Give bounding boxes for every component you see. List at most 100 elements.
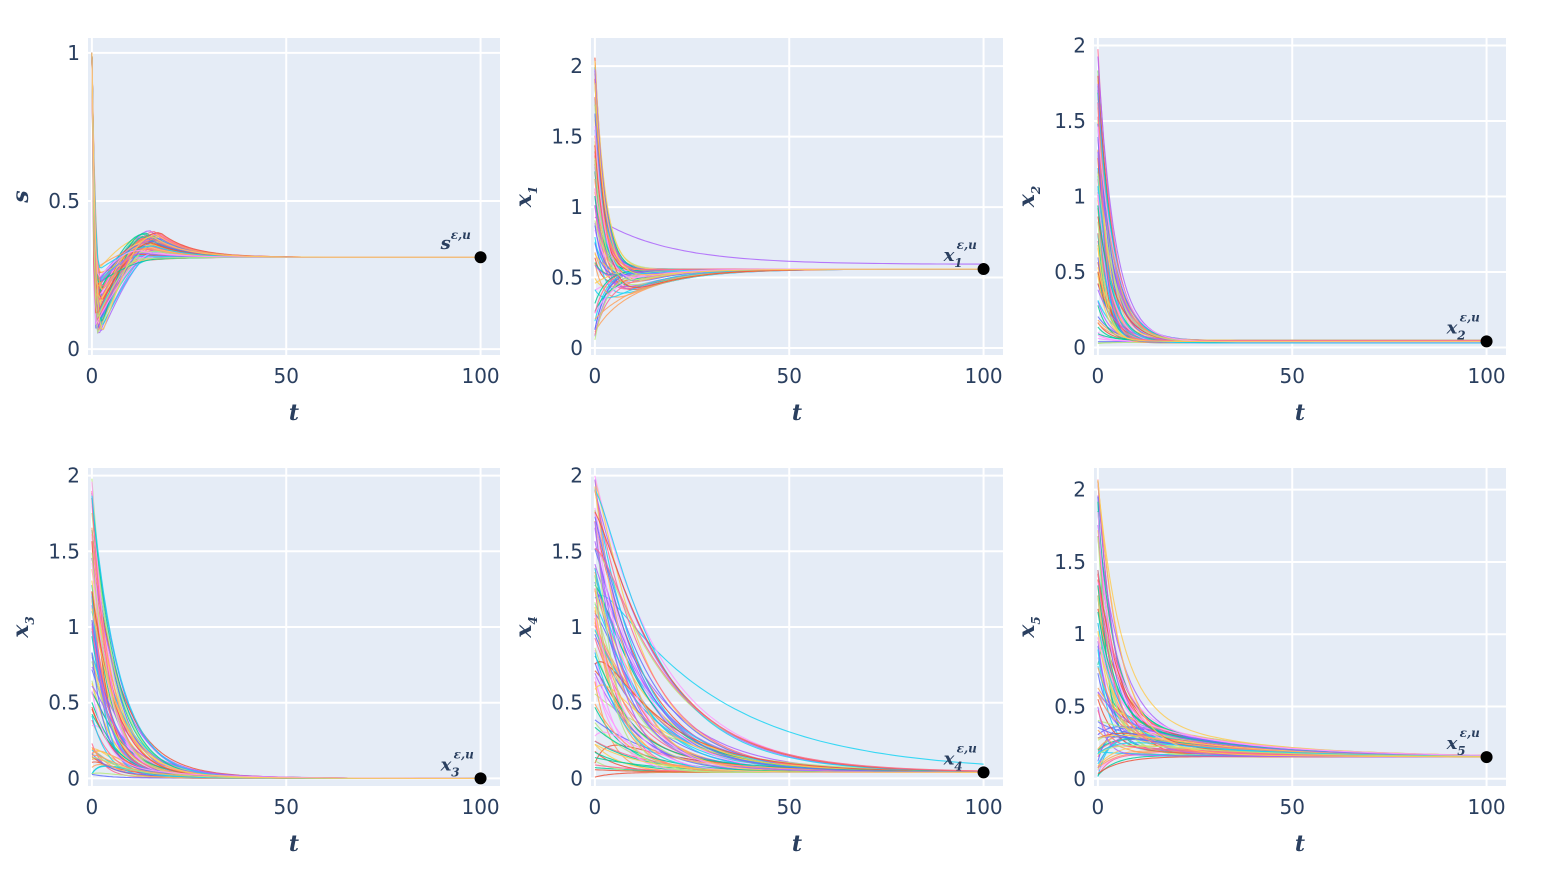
x-tick-label: 100 [461,364,499,388]
y-tick-label: 1.5 [1054,550,1086,574]
x-tick-label: 100 [964,795,1002,819]
series-group [91,478,481,779]
x-axis-title: t [1295,831,1305,857]
y-tick-label: 0 [1073,767,1086,791]
x-tick-label: 0 [1092,364,1105,388]
y-tick-label: 0 [570,336,583,360]
end-point-annotation: x4ε,u [943,741,978,773]
subplot-4: x3ε,u 0 50 100 0 0.5 1 1.5 2 t x3 [8,464,500,857]
end-point-annotation: sε,u [440,228,472,254]
end-point-marker [977,766,990,779]
series-line [594,516,984,773]
x-tick-label: 0 [589,795,602,819]
y-tick-label: 1.5 [48,539,80,563]
x-tick-label: 50 [273,364,298,388]
y-tick-label: 2 [1073,478,1086,502]
end-point-annotation: x2ε,u [1446,310,1481,342]
y-tick-label: 1.5 [551,539,583,563]
subplot-6: x5ε,u 0 50 100 0 0.5 1 1.5 2 t x5 [1014,468,1506,857]
x-tick-label: 50 [1279,795,1304,819]
series-line [1097,244,1487,342]
y-tick-label: 2 [570,54,583,78]
series-line [594,661,984,773]
x-axis-title: t [1295,400,1305,426]
y-tick-label: 1 [570,615,583,639]
end-point-marker [977,263,990,276]
series-group [594,475,984,778]
y-axis-title: x2 [1014,186,1043,208]
x-tick-label: 50 [273,795,298,819]
x-tick-label: 100 [1467,364,1505,388]
series-line [1097,744,1487,757]
end-point-marker [474,772,487,785]
series-line [594,216,984,265]
y-tick-label: 0.5 [551,266,583,290]
y-tick-label: 2 [1073,34,1086,58]
end-point-marker [474,251,487,264]
y-tick-label: 1 [570,195,583,219]
series-line [594,489,984,772]
y-axis-title: x1 [511,186,540,208]
y-tick-label: 1 [67,41,80,65]
x-tick-label: 50 [776,364,801,388]
y-tick-label: 1 [1073,185,1086,209]
series-group [1097,479,1487,777]
series-group [1097,49,1487,345]
y-tick-label: 1.5 [551,125,583,149]
y-axis-title: x3 [8,616,37,638]
series-line [1097,691,1487,757]
x-tick-label: 50 [1279,364,1304,388]
series-line [91,52,481,331]
x-tick-label: 50 [776,795,801,819]
series-line [594,594,984,765]
x-tick-label: 0 [86,364,99,388]
y-tick-label: 0 [1073,335,1086,359]
y-tick-label: 0.5 [48,691,80,715]
plot-area [88,38,500,355]
x-axis-title: t [289,831,299,857]
end-point-annotation: x5ε,u [1446,726,1481,758]
end-point-marker [1480,335,1493,348]
series-line [1097,480,1487,758]
subplot-2: x1ε,u 0 50 100 0 0.5 1 1.5 2 t x1 [511,38,1003,426]
y-tick-label: 0.5 [551,691,583,715]
series-group [594,57,984,340]
subplot-3: x2ε,u 0 50 100 0 0.5 1 1.5 2 t x2 [1014,34,1506,426]
end-point-annotation: x1ε,u [943,238,978,270]
x-axis-title: t [792,400,802,426]
end-point-annotation: x3ε,u [440,747,475,779]
x-tick-label: 100 [1467,795,1505,819]
series-line [594,511,984,772]
y-tick-label: 1.5 [1054,109,1086,133]
y-axis-title: s [8,190,34,203]
y-tick-label: 2 [570,464,583,488]
y-tick-label: 0.5 [48,189,80,213]
subplot-5: x4ε,u 0 50 100 0 0.5 1 1.5 2 t x4 [511,464,1003,857]
x-tick-label: 0 [1092,795,1105,819]
series-line [594,547,984,772]
y-tick-label: 1 [67,615,80,639]
x-tick-label: 0 [589,364,602,388]
series-line [1097,175,1487,344]
series-line [594,743,984,773]
x-tick-label: 0 [86,795,99,819]
x-axis-title: t [792,831,802,857]
subplot-1: sε,u 0 50 100 0 0.5 1 t s [8,38,500,426]
y-axis-title: x4 [511,616,540,638]
x-tick-label: 100 [964,364,1002,388]
y-axis-title: x5 [1014,616,1043,638]
end-point-marker [1480,751,1493,764]
y-tick-label: 1 [1073,622,1086,646]
x-tick-label: 100 [461,795,499,819]
x-axis-title: t [289,400,299,426]
series-group [91,52,481,335]
y-tick-label: 0.5 [1054,260,1086,284]
series-line [91,608,481,779]
plot-area [591,38,1003,355]
y-tick-label: 0.5 [1054,695,1086,719]
y-tick-label: 0 [67,766,80,790]
y-tick-label: 0 [67,337,80,361]
series-line [594,82,984,276]
y-tick-label: 0 [570,766,583,790]
